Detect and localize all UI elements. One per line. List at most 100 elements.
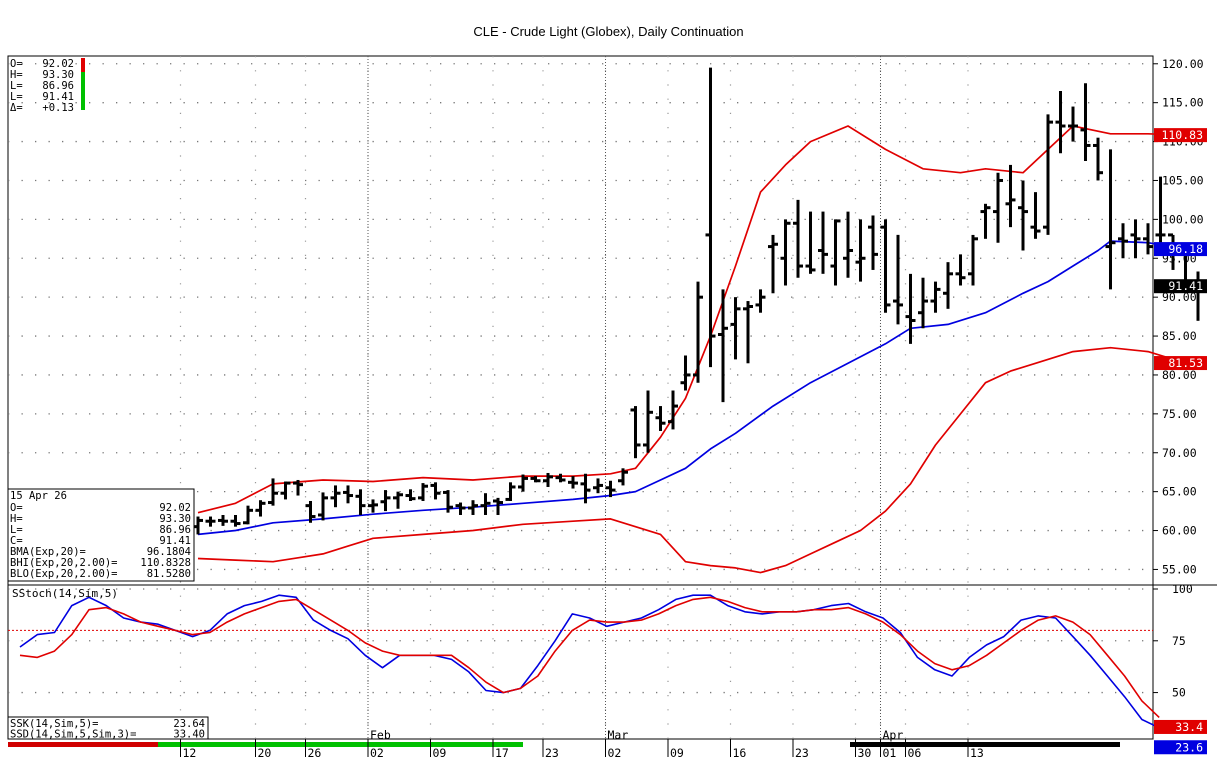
info-box-key: L=: [10, 524, 23, 536]
ohlc-bar: [593, 478, 603, 494]
ohlc-bar: [580, 473, 591, 504]
ohlc-bar: [230, 514, 241, 527]
ohlc-bar: [968, 234, 978, 286]
x-tick-label: 09: [433, 746, 447, 760]
ohlc-bar: [955, 254, 966, 286]
stoch-values-box: [7, 716, 209, 740]
ohlc-bar: [1005, 164, 1016, 228]
ohlc-bar: [280, 481, 291, 500]
info-box-value: 86.96: [159, 524, 191, 536]
ohlc-bar: [618, 468, 628, 486]
info-box-key: BMA(Exp,20)=: [10, 546, 86, 558]
bollinger-bands: [197, 125, 1186, 574]
ohlc-bar: [1068, 106, 1078, 142]
ohlc-bar: [493, 497, 503, 515]
month-label: Mar: [608, 728, 629, 742]
price-tick-label: 55.00: [1162, 562, 1197, 576]
price-tick-label: 70.00: [1162, 446, 1197, 460]
ohlc-bar: [980, 203, 991, 239]
price-tick-label: 65.00: [1162, 485, 1197, 499]
stoch-tick-label: 50: [1172, 686, 1186, 700]
change-bar-red: [81, 58, 85, 72]
x-tick-label: 06: [908, 746, 922, 760]
ohlc-bar: [743, 301, 753, 364]
info-box-key: BLO(Exp,20,2.00)=: [10, 568, 117, 580]
ohlc-bar: [1055, 91, 1066, 154]
month-label: Apr: [883, 728, 904, 742]
ohlc-bar: [418, 483, 428, 501]
ohlc-bar: [330, 485, 341, 508]
ohlc-bar: [793, 199, 803, 278]
x-tick-label: 02: [608, 746, 622, 760]
ohlc-bar: [293, 479, 303, 496]
ohlc-bar: [830, 219, 841, 286]
ohlc-bar: [305, 500, 316, 523]
stoch-badge: [1154, 740, 1207, 755]
ohlc-legend-key: L=: [10, 80, 23, 92]
axes: 120.00115.00110.00105.00100.0095.0090.00…: [8, 57, 1204, 760]
info-box-value: 91.41: [159, 535, 191, 547]
ohlc-bar: [1155, 176, 1166, 255]
stoch-value-key: SSK(14,Sim,5)=: [10, 718, 99, 730]
ohlc-bar: [755, 289, 766, 313]
price-tick-label: 120.00: [1162, 57, 1204, 71]
info-box-date: 15 Apr 26: [10, 490, 67, 502]
ssd-line: [19, 596, 1160, 718]
price-badge-label: 96.18: [1168, 242, 1203, 256]
ohlc-bar: [518, 474, 528, 492]
ohlc-legend-key: H=: [10, 69, 23, 81]
ohlc-bar: [505, 482, 516, 501]
ohlc-bar: [1030, 192, 1041, 239]
price-badge-label: 110.83: [1161, 128, 1203, 142]
stoch-value: 33.40: [173, 729, 205, 741]
price-tick-label: 85.00: [1162, 329, 1197, 343]
ohlc-bar: [1093, 137, 1103, 181]
ohlc-bar: [1080, 83, 1091, 162]
x-tick-label: 17: [495, 746, 509, 760]
ohlc-bar: [818, 211, 828, 274]
chart-frame: [7, 55, 1217, 740]
price-tick-label: 105.00: [1162, 173, 1204, 187]
ohlc-bar: [855, 219, 866, 282]
ohlc-bar: [1105, 149, 1116, 290]
info-box-value: 96.1804: [147, 546, 191, 558]
ohlc-bar: [555, 473, 566, 483]
ohlc-bar: [368, 499, 378, 513]
bollinger-middle-line: [197, 240, 1186, 536]
info-box-key: C=: [10, 535, 23, 547]
ohlc-bar: [643, 390, 653, 453]
ohlc-bar: [568, 476, 578, 489]
info-box-value: 93.30: [159, 513, 191, 525]
price-tick-label: 60.00: [1162, 524, 1197, 538]
ohlc-bar: [218, 514, 228, 526]
ohlc-bar: [343, 485, 353, 504]
ohlc-bar: [243, 505, 253, 525]
ohlc-bar: [943, 262, 953, 309]
month-label: Feb: [370, 728, 391, 742]
price-badge: [1154, 356, 1207, 371]
x-tick-label: 01: [883, 746, 897, 760]
ohlc-bar: [1143, 223, 1153, 255]
ohlc-bar: [468, 500, 478, 515]
price-badge: [1154, 128, 1207, 143]
stoch-badge: [1154, 719, 1207, 734]
ohlc-bar: [768, 234, 778, 294]
ohlc-bar: [893, 234, 903, 325]
ohlc-bar: [480, 493, 491, 515]
grid: [8, 56, 1153, 739]
bollinger-upper-line: [197, 125, 1186, 514]
ohlc-bar: [530, 476, 541, 483]
ohlc-bar: [730, 297, 741, 360]
price-tick-label: 75.00: [1162, 407, 1197, 421]
price-bars: [193, 67, 1203, 535]
price-tick-label: 80.00: [1162, 368, 1197, 382]
stochastic-panel: [19, 594, 1160, 729]
stoch-badge-label: 23.6: [1175, 740, 1203, 754]
ohlc-bar: [605, 480, 616, 498]
info-box-key: O=: [10, 502, 23, 514]
ohlc-bar: [918, 277, 928, 329]
ohlc-bar: [443, 490, 453, 513]
ohlc-bar: [380, 490, 391, 512]
ssk-line: [19, 594, 1160, 729]
